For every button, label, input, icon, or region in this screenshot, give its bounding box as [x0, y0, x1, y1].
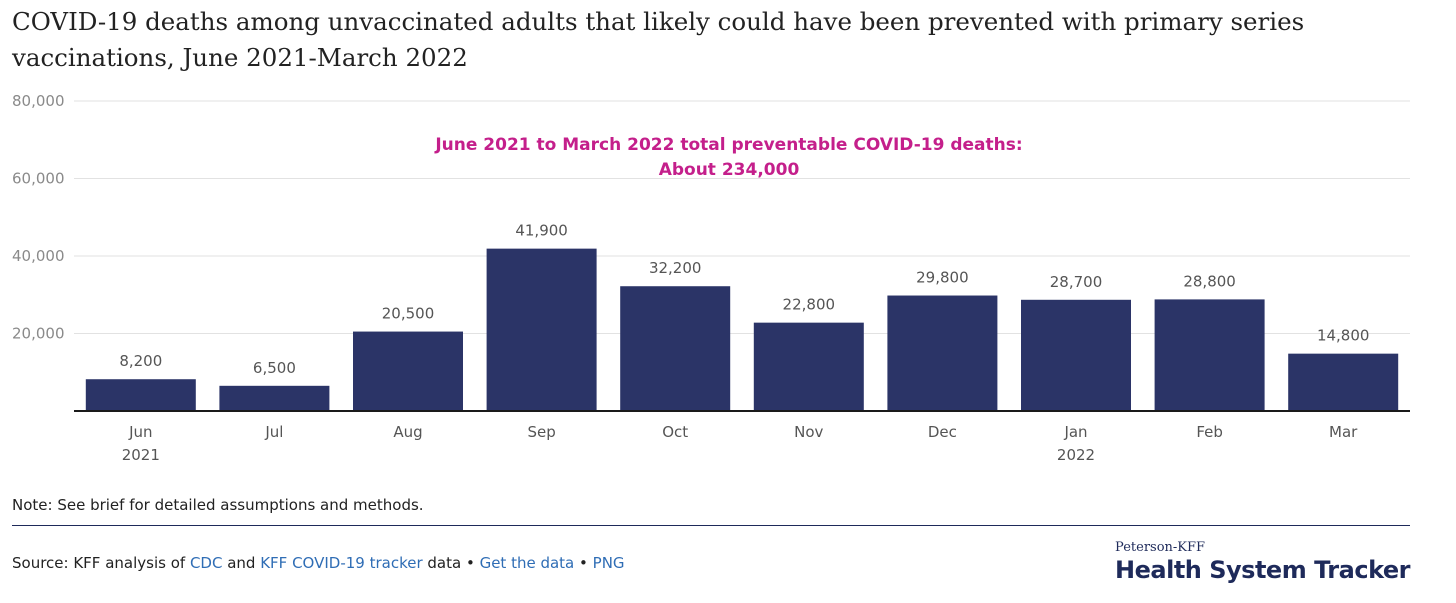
annotation-line-2: About 234,000: [659, 160, 800, 180]
data-label: 41,900: [515, 222, 568, 240]
bars: [85, 248, 1399, 411]
x-tick-label: Jul: [264, 423, 283, 441]
x-year-label: 2022: [1057, 446, 1095, 464]
x-tick-label: Jun: [128, 423, 152, 441]
y-tick-label: 80,000: [12, 92, 65, 110]
data-labels: 8,200 6,500 20,500 41,900 32,200 22,800 29,800…: [119, 222, 1369, 377]
bar-mar: [1288, 353, 1399, 411]
bar-aug: [353, 331, 463, 411]
bar-feb: [1154, 299, 1265, 411]
source-prefix: Source: KFF analysis of: [12, 554, 190, 572]
chart-note: Note: See brief for detailed assumptions…: [12, 496, 424, 514]
source-line: Source: KFF analysis of CDC and KFF COVI…: [12, 554, 625, 572]
source-suffix: data •: [422, 554, 480, 572]
data-label: 22,800: [783, 296, 836, 314]
chart-title: COVID-19 deaths among unvaccinated adult…: [12, 7, 1305, 72]
get-data-link[interactable]: Get the data: [479, 554, 575, 572]
bar-sep: [486, 248, 597, 411]
logo-line-1: Peterson-KFF: [1115, 540, 1206, 555]
y-tick-label: 20,000: [12, 325, 65, 343]
source-separator: •: [574, 554, 593, 572]
data-label: 28,800: [1183, 272, 1236, 290]
bar-jul: [219, 385, 330, 411]
data-label: 28,700: [1050, 273, 1103, 291]
x-tick-label: Dec: [928, 423, 957, 441]
data-label: 20,500: [382, 305, 435, 323]
cdc-link[interactable]: CDC: [189, 554, 223, 572]
bar-nov: [753, 322, 864, 411]
bar-oct: [620, 286, 731, 411]
bar-dec: [887, 295, 998, 411]
x-tick-label: Aug: [393, 423, 422, 441]
kff-tracker-link[interactable]: KFF COVID-19 tracker: [260, 554, 423, 572]
x-tick-label: Sep: [527, 423, 555, 441]
y-tick-label: 60,000: [12, 170, 65, 188]
y-tick-label: 40,000: [12, 247, 65, 265]
x-tick-label: Mar: [1329, 423, 1358, 441]
data-label: 32,200: [649, 259, 702, 277]
data-label: 6,500: [253, 359, 296, 377]
x-year-label: 2021: [122, 446, 160, 464]
y-axis-tick-labels: 20,000 40,000 60,000 80,000: [12, 92, 65, 343]
x-tick-label: Jan: [1063, 423, 1087, 441]
logo-line-2: Health System Tracker: [1115, 556, 1410, 584]
data-label: 8,200: [119, 352, 162, 370]
data-label: 29,800: [916, 269, 969, 287]
png-link[interactable]: PNG: [592, 554, 625, 572]
x-tick-label: Feb: [1196, 423, 1223, 441]
bar-chart: 20,000 40,000 60,000 80,000 8,200 6,500 20,50…: [12, 92, 1410, 464]
bar-jun: [85, 379, 196, 411]
x-tick-label: Oct: [662, 423, 688, 441]
logo: Peterson-KFF Health System Tracker: [1115, 540, 1410, 585]
divider: [12, 525, 1410, 526]
source-and: and: [222, 554, 261, 572]
data-label: 14,800: [1317, 327, 1370, 345]
bar-jan: [1021, 299, 1131, 411]
x-axis-labels: Jun 2021 Jul Aug Sep Oct Nov Dec Jan 2022 Feb Mar: [122, 423, 1358, 464]
x-tick-label: Nov: [794, 423, 823, 441]
annotation-line-1: June 2021 to March 2022 total preventabl…: [434, 135, 1022, 155]
